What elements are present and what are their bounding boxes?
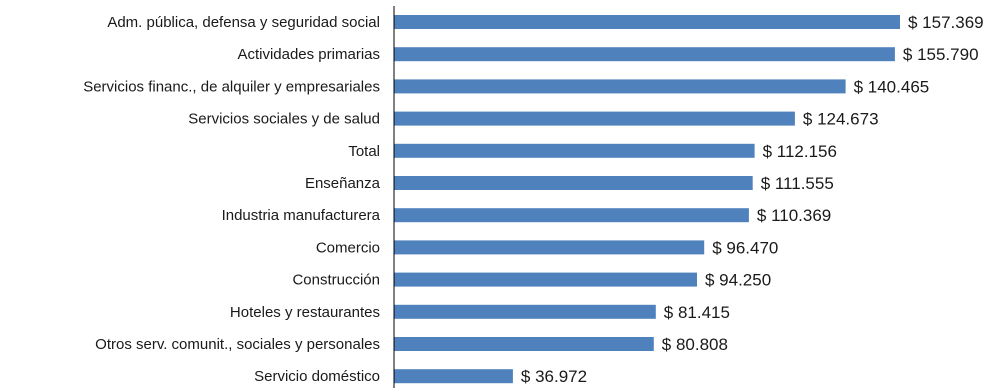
value-label: $ 94.250 (705, 271, 771, 290)
category-label: Total (348, 143, 380, 160)
bar (394, 240, 705, 255)
value-label: $ 124.673 (803, 110, 879, 129)
category-labels-group: Adm. pública, defensa y seguridad social… (83, 14, 380, 385)
value-label: $ 157.369 (908, 13, 984, 32)
value-label: $ 96.470 (712, 238, 778, 257)
value-label: $ 140.465 (854, 77, 930, 96)
bar (394, 15, 900, 29)
bars-group (394, 15, 900, 384)
category-label: Adm. pública, defensa y seguridad social (107, 14, 380, 31)
value-label: $ 112.156 (763, 142, 837, 161)
value-label: $ 36.972 (521, 367, 587, 386)
value-label: $ 80.808 (662, 335, 728, 354)
category-label: Hoteles y restaurantes (230, 304, 380, 321)
category-label: Servicios financ., de alquiler y empresa… (83, 78, 380, 95)
bar (394, 47, 895, 62)
bar (394, 208, 749, 223)
category-label: Actividades primarias (237, 46, 380, 63)
category-label: Construcción (292, 272, 380, 289)
bar (394, 369, 513, 384)
bar (394, 143, 755, 158)
bar (394, 304, 656, 319)
bar (394, 337, 654, 351)
category-label: Enseñanza (305, 175, 381, 192)
value-labels-group: $ 157.369 $ 155.790 $ 140.465 $ 124.673 $ 11… (521, 13, 984, 386)
value-label: $ 155.790 (903, 45, 979, 64)
bar (394, 272, 697, 287)
bar (394, 111, 795, 126)
category-label: Servicios sociales y de salud (188, 111, 380, 128)
bar (394, 176, 753, 190)
category-label: Comercio (316, 239, 380, 256)
value-label: $ 81.415 (664, 303, 730, 322)
value-label: $ 110.369 (757, 206, 831, 225)
category-label: Servicio doméstico (254, 368, 380, 385)
category-label: Otros serv. comunit., sociales y persona… (95, 336, 380, 353)
value-label: $ 111.555 (761, 174, 834, 193)
category-label: Industria manufacturera (222, 207, 381, 224)
bar (394, 79, 846, 94)
